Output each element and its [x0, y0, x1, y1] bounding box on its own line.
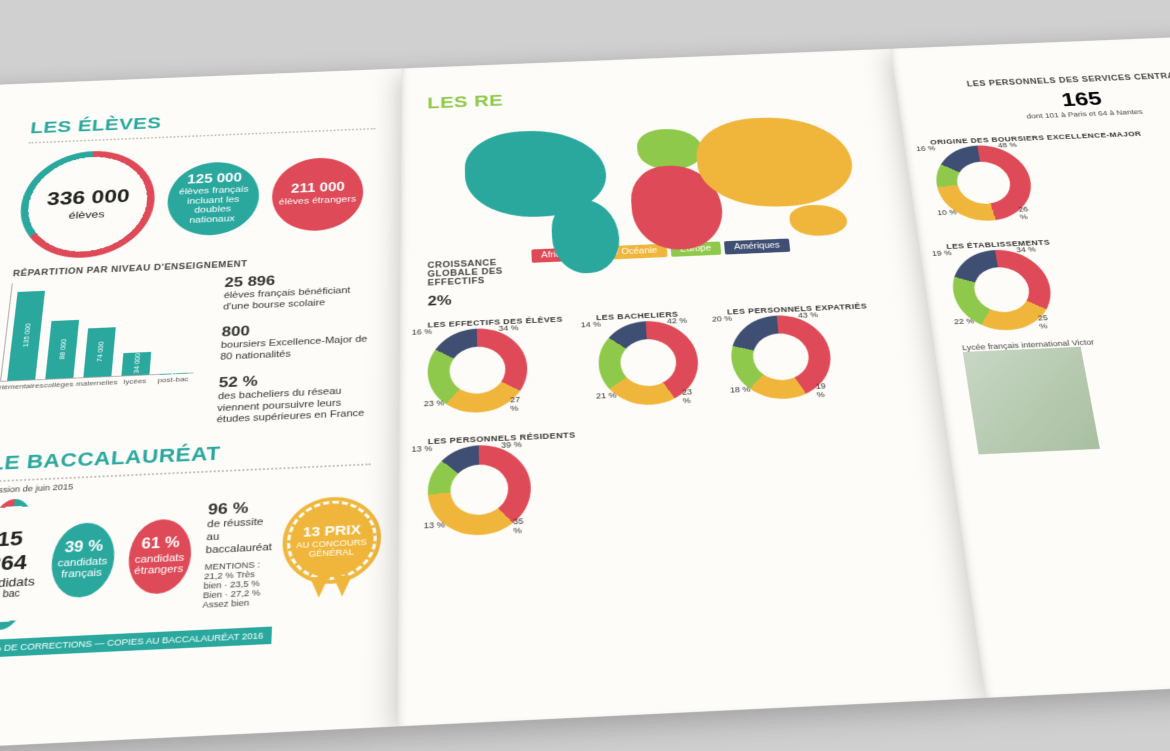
- donut-label: 39 %: [501, 440, 522, 450]
- reussite-num: 96 %: [208, 497, 274, 519]
- donut-label: 18 %: [729, 385, 750, 394]
- total-label: élèves: [68, 208, 105, 221]
- bubble-fr-caption: élèves français incluant les doubles nat…: [171, 185, 253, 227]
- donut-label: 10 %: [937, 208, 958, 216]
- mentions: MENTIONS : 21,2 % Très bien · 23,5 % Bie…: [202, 560, 271, 610]
- bubble-eleves-etr: 211 000 élèves étrangers: [271, 156, 364, 232]
- donut-chart: LES PERSONNELS RÉSIDENTS39 %35 %13 %13 %: [428, 431, 580, 538]
- donut-chart: ORIGINE DES BOURSIERS EXCELLENCE-MAJOR48…: [930, 126, 1170, 223]
- donut-grid-mid: LES EFFECTIFS DES ÉLÈVES34 %27 %23 %16 %…: [428, 301, 930, 538]
- growth-block: CROISSANCE GLOBALE DES EFFECTIFS 2%: [428, 249, 516, 310]
- bar-élémentaires: 135 000élémentaires: [7, 291, 45, 381]
- donut-label: 19 %: [815, 381, 835, 399]
- donut-label: 25 %: [1037, 313, 1057, 330]
- bac-footer: 100% DE CORRECTIONS — COPIES AU BACCALAU…: [0, 627, 272, 659]
- map-region-oceania: [788, 204, 849, 237]
- title-eleves: LES ÉLÈVES: [29, 105, 375, 138]
- bar-post-bac: 350post-bac: [159, 373, 187, 374]
- bac-value: 15 264: [0, 526, 41, 577]
- prize-badge: 13 PRIX AU CONCOURS GÉNÉRAL: [285, 499, 377, 582]
- side-stats: 25 896 élèves français bénéficiant d'une…: [216, 268, 373, 427]
- donut-label: 16 %: [916, 144, 936, 152]
- panel-eleves: LES ÉLÈVES 336 000 élèves 125 000 élèves…: [0, 68, 402, 751]
- stat-major: 800 boursiers Excellence-Major de 80 nat…: [220, 317, 373, 364]
- reussite-text: de réussite au baccalauréat: [205, 517, 272, 556]
- legend-chip: Amériques: [724, 239, 790, 255]
- stat-bourse: 25 896 élèves français bénéficiant d'une…: [223, 268, 374, 313]
- donut-chart: LES PERSONNELS EXPATRIÉS43 %19 %18 %20 %: [727, 302, 879, 401]
- bac-right-col: 96 % de réussite au baccalauréat MENTION…: [202, 497, 274, 610]
- donut-label: 34 %: [1015, 245, 1036, 254]
- stat-candidats-bac: 15 264 candidats au bac: [0, 498, 43, 631]
- bac-etr-caption: candidats étrangers: [133, 552, 184, 578]
- eleves-top-row: 336 000 élèves 125 000 élèves français i…: [15, 140, 376, 261]
- photo-placeholder: [963, 347, 1100, 455]
- total-value: 336 000: [46, 186, 131, 211]
- donut-label: 13 %: [411, 444, 432, 454]
- bar-lycées: 34 000lycées: [121, 352, 151, 376]
- stat-bourse-text: élèves français bénéficiant d'une bourse…: [223, 286, 351, 312]
- stat-total-eleves: 336 000 élèves: [15, 149, 159, 261]
- title-bac: LE BACCALAURÉAT: [0, 435, 371, 475]
- bubble-bac-fr: 39 % candidats français: [48, 522, 117, 599]
- badge-wrap: 13 PRIX AU CONCOURS GÉNÉRAL: [285, 499, 378, 599]
- panel-reseau: LES RE CROISSANCE GLOBALE DES EFFECTIFS …: [397, 49, 985, 727]
- donut-label: 13 %: [424, 520, 445, 530]
- bac-etr-value: 61 %: [141, 535, 180, 554]
- donut-label: 19 %: [931, 249, 952, 258]
- growth-label: CROISSANCE GLOBALE DES EFFECTIFS: [428, 258, 515, 288]
- donut-label: 14 %: [580, 320, 601, 329]
- stat-52: 52 % des bacheliers du réseau viennent p…: [216, 367, 372, 427]
- bubble-etr-caption: élèves étrangers: [279, 195, 356, 208]
- bac-fr-caption: candidats français: [56, 555, 108, 581]
- stat-52-text: des bacheliers du réseau viennent poursu…: [216, 386, 364, 425]
- donut-chart: LES BACHELIERS42 %23 %21 %14 %: [596, 310, 701, 408]
- mid-row: 150 000100 00050 000135 000élémentaires8…: [0, 268, 373, 437]
- stat-reussite: 96 % de réussite au baccalauréat: [205, 497, 274, 557]
- donut-label: 42 %: [667, 316, 688, 325]
- donut-chart: LES ÉTABLISSEMENTS34 %25 %22 %19 %: [946, 229, 1170, 332]
- growth-value: 2%: [428, 289, 516, 310]
- donut-label: 23 %: [682, 387, 701, 405]
- map-region-europe: [636, 128, 704, 171]
- bac-fr-value: 39 %: [64, 539, 104, 558]
- bar-collèges: 88 000collèges: [45, 320, 79, 379]
- donut-label: 23 %: [424, 399, 445, 408]
- donut-label: 43 %: [797, 311, 818, 320]
- personnel-block: LES PERSONNELS DES SERVICES CENTRAUX 165…: [921, 70, 1170, 124]
- donut-label: 21 %: [596, 391, 617, 400]
- bar-maternelles: 74 000maternelles: [83, 327, 115, 377]
- badge-text: AU CONCOURS GÉNÉRAL: [289, 537, 373, 559]
- bubble-eleves-fr: 125 000 élèves français incluant les dou…: [165, 160, 261, 237]
- donut-grid-right: ORIGINE DES BOURSIERS EXCELLENCE-MAJOR48…: [930, 126, 1170, 333]
- donut-label: 20 %: [712, 314, 733, 323]
- barchart-niveaux: 150 000100 00050 000135 000élémentaires8…: [0, 275, 200, 381]
- bac-row: 15 264 candidats au bac 39 % candidats f…: [0, 483, 370, 631]
- donut-label: 26 %: [1018, 205, 1038, 221]
- donut-label: 35 %: [513, 516, 532, 535]
- donut-label: 22 %: [953, 317, 974, 326]
- donut-label: 16 %: [412, 328, 432, 337]
- world-map: [427, 100, 867, 253]
- donut-label: 48 %: [997, 141, 1017, 149]
- bubble-bac-etr: 61 % candidats étrangers: [126, 518, 193, 595]
- bac-sublabel: au bac: [0, 589, 20, 601]
- donut-label: 27 %: [510, 395, 529, 413]
- donut-chart: LES EFFECTIFS DES ÉLÈVES34 %27 %23 %16 %: [428, 315, 567, 415]
- donut-label: 34 %: [498, 324, 518, 333]
